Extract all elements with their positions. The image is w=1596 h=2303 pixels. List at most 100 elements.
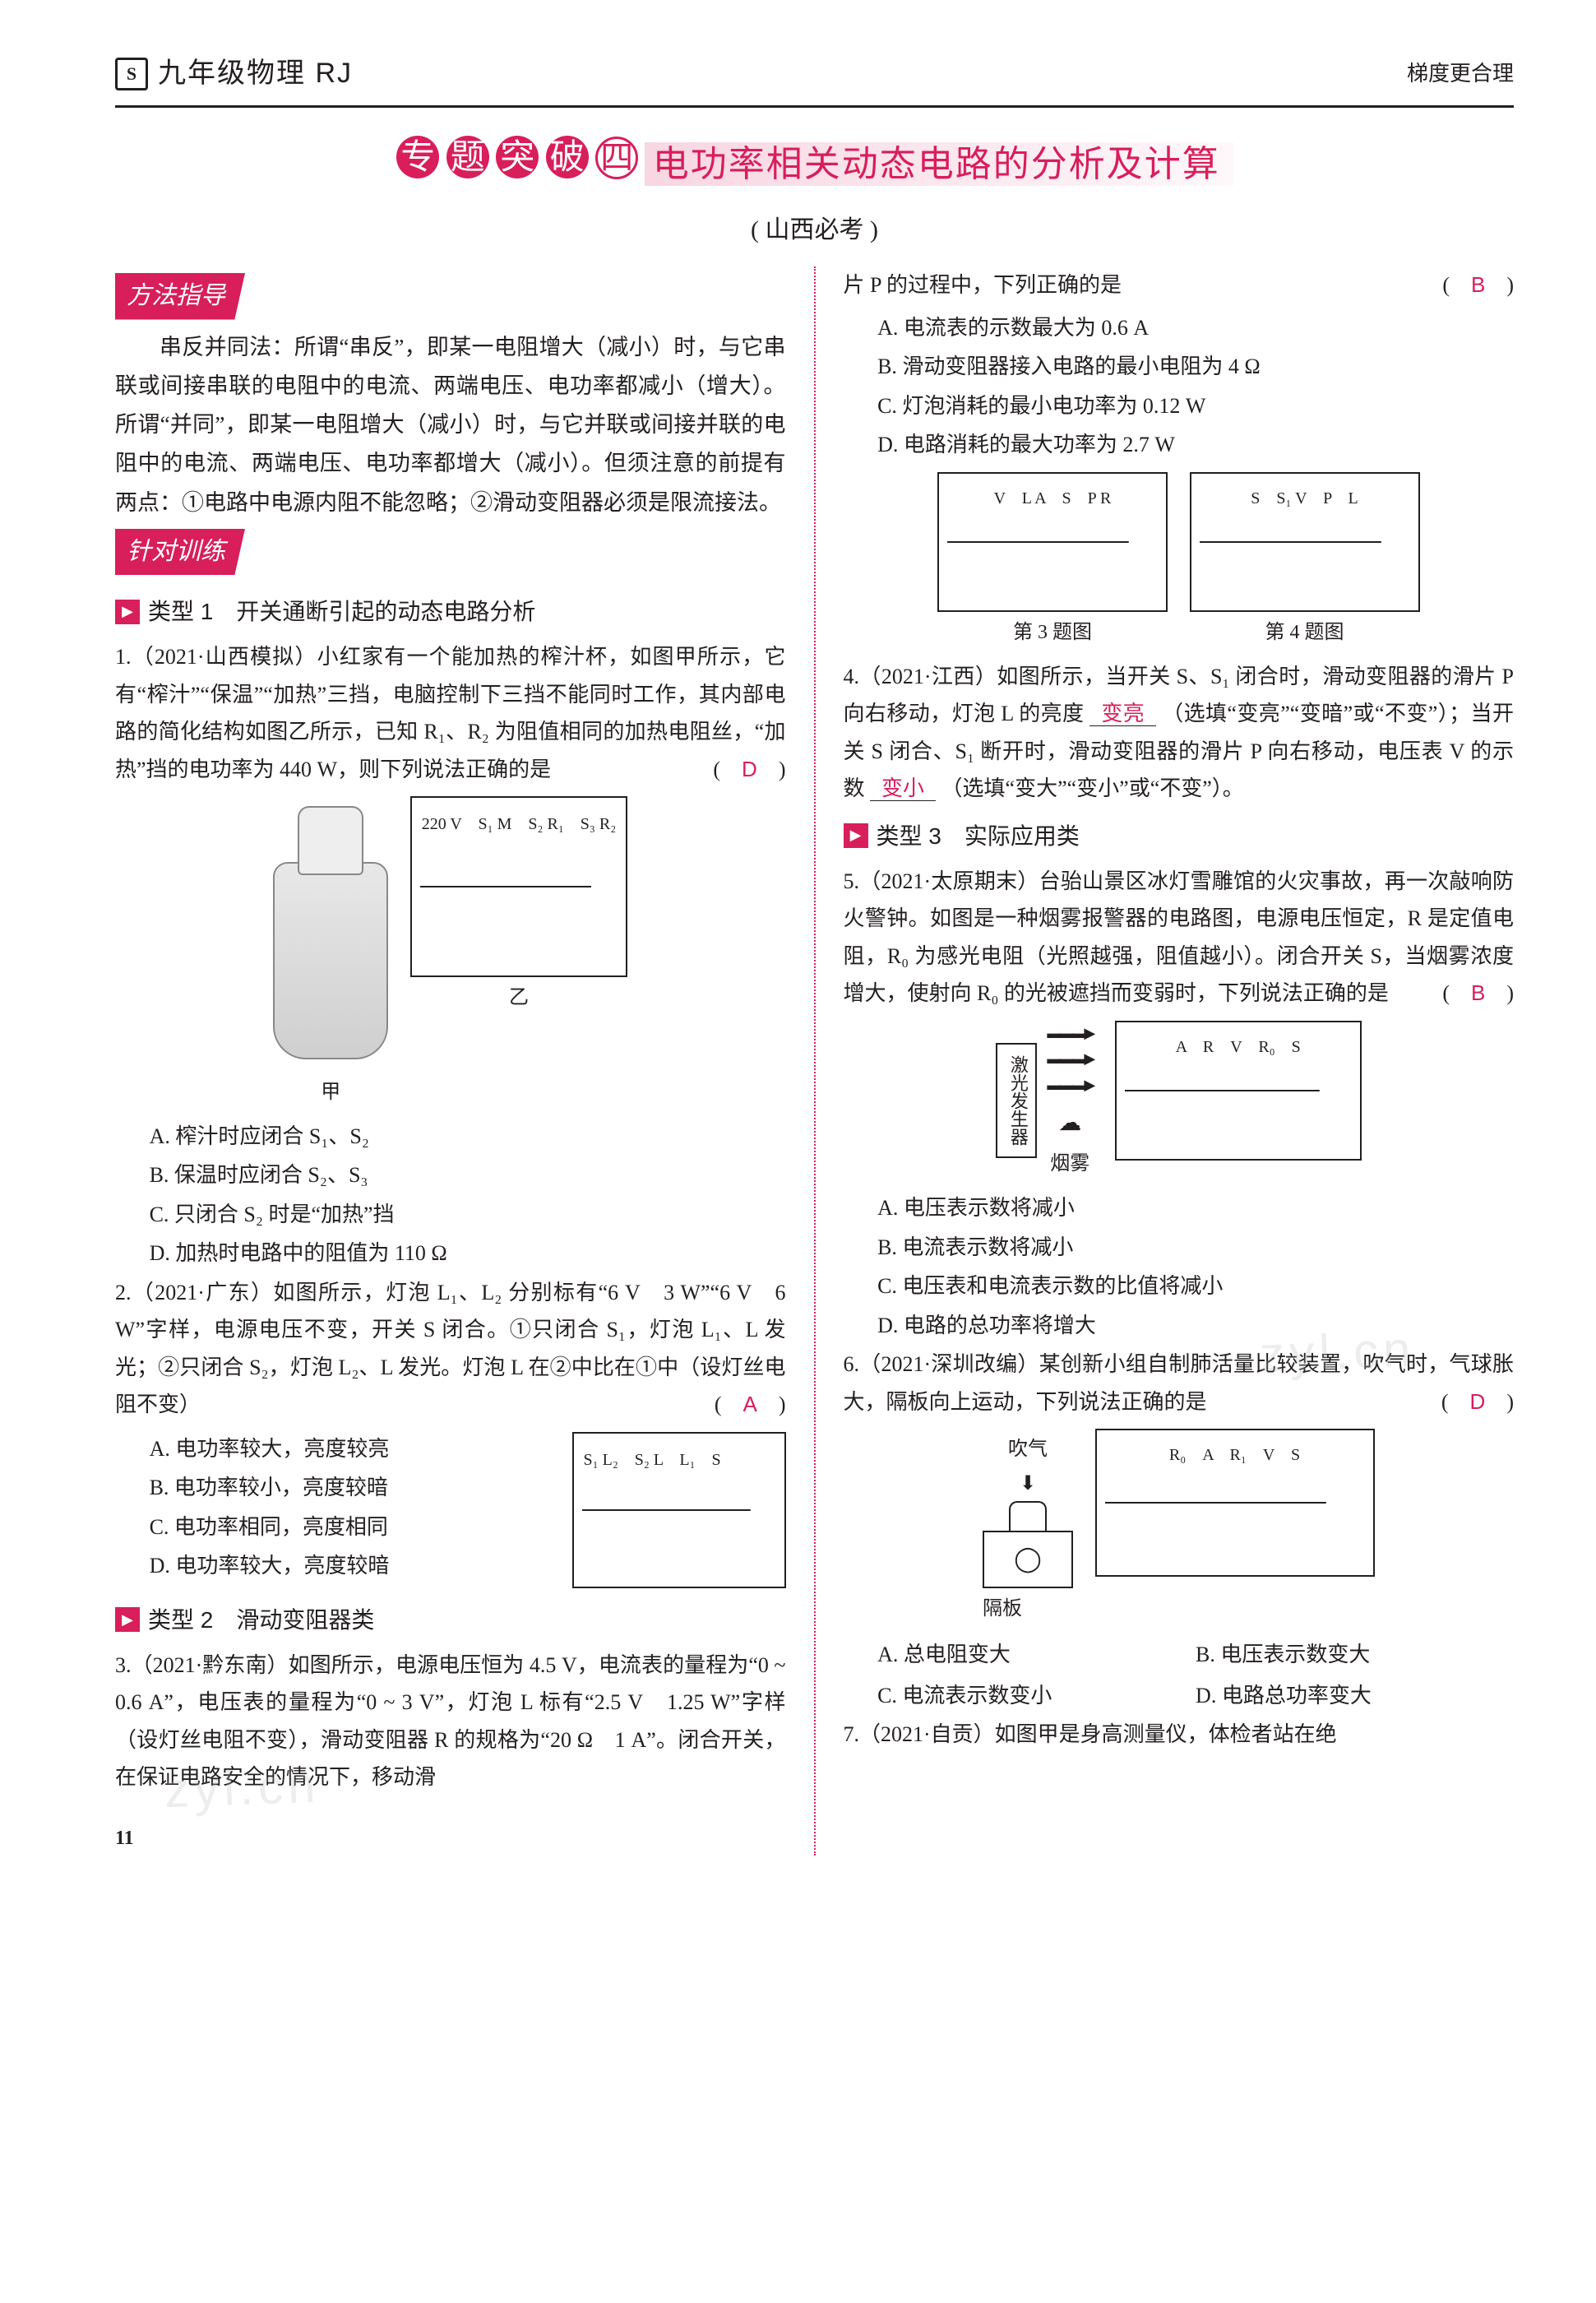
q5-laser-label: 激光发生器 bbox=[996, 1043, 1037, 1158]
q3-answer-slot: ( B ) bbox=[1442, 266, 1514, 304]
q2-figure: S₁ L₂ S₂ L L₁ S bbox=[572, 1432, 786, 1588]
q1-figure: 甲 220 V S₁ M S₂ R₁ S₃ R₂ 乙 bbox=[115, 796, 786, 1110]
play-icon: ▶ bbox=[844, 823, 868, 848]
type-3-row: ▶ 类型 3 实际应用类 bbox=[844, 816, 1515, 856]
q3-opt-b: B. 滑动变阻器接入电路的最小电阻为 4 Ω bbox=[877, 348, 1514, 386]
q3-options: A. 电流表的示数最大为 0.6 A B. 滑动变阻器接入电路的最小电阻为 4 … bbox=[844, 309, 1515, 464]
q1-options: A. 榨汁时应闭合 S₁、S₂ B. 保温时应闭合 S₂、S₃ C. 只闭合 S… bbox=[115, 1118, 786, 1272]
q2-answer-slot: ( A ) bbox=[715, 1386, 786, 1424]
left-column: 方法指导 串反并同法：所谓“串反”，即某一电阻增大（减小）时，与它串联或间接串联… bbox=[115, 266, 786, 1856]
q4-circuit-diagram: S S₁ V P L bbox=[1190, 472, 1420, 612]
title-pill-2: 题 bbox=[446, 136, 489, 178]
q3-opt-c: C. 灯泡消耗的最小电功率为 0.12 W bbox=[877, 387, 1514, 425]
play-icon: ▶ bbox=[115, 600, 140, 624]
q6-opt-b: B. 电压表示数变大 bbox=[1196, 1636, 1514, 1674]
q1-opt-c: C. 只闭合 S₂ 时是“加热”挡 bbox=[150, 1196, 786, 1234]
q2-stem: 2.（2021·广东）如图所示，灯泡 L₁、L₂ 分别标有“6 V 3 W”“6… bbox=[115, 1274, 786, 1424]
type-2-label: 类型 2 滑动变阻器类 bbox=[148, 1600, 374, 1640]
header-title: 九年级物理 RJ bbox=[158, 49, 353, 99]
q2-answer: A bbox=[742, 1392, 756, 1416]
section-train-label: 针对训练 bbox=[115, 529, 245, 576]
header-right: 梯度更合理 bbox=[1407, 55, 1514, 93]
q1-fig-device: 甲 bbox=[273, 796, 388, 1110]
q3-stem-left: 3.（2021·黔东南）如图所示，电源电压恒为 4.5 V，电流表的量程为“0 … bbox=[115, 1647, 786, 1796]
q3-cont-text: 片 P 的过程中，下列正确的是 bbox=[844, 273, 1122, 297]
q5-text: 5.（2021·太原期末）台骀山景区冰灯雪雕馆的火灾事故，再一次敲响防火警钟。如… bbox=[844, 869, 1515, 1006]
q5-figure: 激光发生器 ▬▬▬▶ ▬▬▬▶ ▬▬▬▶ ☁ 烟雾 A R V R₀ S bbox=[844, 1021, 1515, 1182]
q6-answer-slot: ( D ) bbox=[1441, 1383, 1514, 1421]
q6-answer: D bbox=[1470, 1389, 1486, 1414]
q5-options: A. 电压表示数将减小 B. 电流表示数将减小 C. 电压表和电流表示数的比值将… bbox=[844, 1189, 1515, 1344]
q2-circuit-diagram: S₁ L₂ S₂ L L₁ S bbox=[572, 1432, 786, 1588]
q5-opt-a: A. 电压表示数将减小 bbox=[877, 1189, 1514, 1227]
q5-circuit-labels: A R V R₀ S bbox=[1126, 1031, 1350, 1063]
q4-blank-1: 变亮 bbox=[1089, 702, 1156, 726]
q6-opt-d: D. 电路总功率变大 bbox=[1196, 1677, 1514, 1715]
q4-blank-2: 变小 bbox=[870, 776, 936, 801]
q5-circuit: A R V R₀ S bbox=[1115, 1021, 1362, 1161]
blender-icon bbox=[273, 862, 388, 1059]
q6-options: A. 总电阻变大 B. 电压表示数变大 C. 电流表示数变小 D. 电路总功率变… bbox=[844, 1634, 1515, 1716]
q3-opt-d: D. 电路消耗的最大功率为 2.7 W bbox=[877, 426, 1514, 464]
right-column: 片 P 的过程中，下列正确的是 ( B ) A. 电流表的示数最大为 0.6 A… bbox=[844, 266, 1515, 1856]
q1-answer: D bbox=[742, 757, 757, 781]
q4-figure: S S₁ V P L 第 4 题图 bbox=[1190, 472, 1420, 650]
q1-circuit-labels: 220 V S₁ M S₂ R₁ S₃ R₂ bbox=[422, 806, 616, 842]
q1-cap-b: 乙 bbox=[410, 980, 627, 1015]
q2-circuit-labels: S₁ L₂ S₂ L L₁ S bbox=[584, 1442, 775, 1478]
q5-smoke-label: 烟雾 bbox=[1047, 1147, 1093, 1181]
q3-caption: 第 3 题图 bbox=[937, 615, 1168, 650]
title-pill-3: 突 bbox=[496, 136, 539, 178]
q5-device: 激光发生器 ▬▬▬▶ ▬▬▬▶ ▬▬▬▶ ☁ 烟雾 bbox=[996, 1021, 1093, 1182]
q6-stem: 6.（2021·深圳改编）某创新小组自制肺活量比较装置，吹气时，气球胀大，隔板向… bbox=[844, 1346, 1515, 1420]
q2-body: S₁ L₂ S₂ L L₁ S A. 电功率较大，亮度较亮 B. 电功率较小，亮… bbox=[115, 1429, 786, 1592]
title-pill-4: 破 bbox=[546, 136, 589, 178]
q3-figure: V L A S P R 第 3 题图 bbox=[937, 472, 1168, 650]
section-method-label: 方法指导 bbox=[115, 273, 245, 320]
q4-text-c: （选填“变大”“变小”或“不变”）。 bbox=[941, 776, 1244, 800]
q1-circuit-diagram: 220 V S₁ M S₂ R₁ S₃ R₂ bbox=[410, 796, 627, 977]
q4-caption: 第 4 题图 bbox=[1190, 615, 1420, 650]
q5-circuit-diagram: A R V R₀ S bbox=[1115, 1021, 1362, 1161]
q4-circuit-labels: S S₁ V P L bbox=[1201, 482, 1409, 515]
q6-figure: 吹气 ⬇ ◯ 隔板 R₀ A R₁ V S bbox=[844, 1429, 1515, 1626]
type-2-row: ▶ 类型 2 滑动变阻器类 bbox=[115, 1600, 786, 1640]
q3-circuit-diagram: V L A S P R bbox=[937, 472, 1168, 612]
header-left: S 九年级物理 RJ bbox=[115, 49, 353, 99]
q1-text: 1.（2021·山西模拟）小红家有一个能加热的榨汁杯，如图甲所示，它有“榨汁”“… bbox=[115, 645, 786, 781]
type-1-row: ▶ 类型 1 开关通断引起的动态电路分析 bbox=[115, 591, 786, 632]
type-3-label: 类型 3 实际应用类 bbox=[877, 816, 1080, 856]
content-columns: 方法指导 串反并同法：所谓“串反”，即某一电阻增大（减小）时，与它串联或间接串联… bbox=[115, 266, 1514, 1856]
q1-fig-circuit: 220 V S₁ M S₂ R₁ S₃ R₂ 乙 bbox=[410, 796, 627, 1015]
q3-stem-cont: 片 P 的过程中，下列正确的是 ( B ) bbox=[844, 266, 1515, 304]
column-divider bbox=[814, 266, 816, 1856]
q6-plate-label: 隔板 bbox=[983, 1592, 1073, 1626]
method-body: 串反并同法：所谓“串反”，即某一电阻增大（减小）时，与它串联或间接串联的电阻中的… bbox=[115, 328, 786, 522]
q5-answer: B bbox=[1471, 980, 1485, 1005]
q3-q4-figure-row: V L A S P R 第 3 题图 S S₁ V P L 第 4 题图 bbox=[844, 472, 1515, 650]
q5-stem: 5.（2021·太原期末）台骀山景区冰灯雪雕馆的火灾事故，再一次敲响防火警钟。如… bbox=[844, 863, 1515, 1012]
brand-logo-icon: S bbox=[115, 58, 148, 90]
q4-stem: 4.（2021·江西）如图所示，当开关 S、S₁ 闭合时，滑动变阻器的滑片 P … bbox=[844, 658, 1515, 808]
q1-opt-a: A. 榨汁时应闭合 S₁、S₂ bbox=[150, 1118, 786, 1156]
title-text: 电功率相关动态电路的分析及计算 bbox=[645, 142, 1233, 186]
title-pill-num: 四 bbox=[595, 137, 638, 179]
page-header: S 九年级物理 RJ 梯度更合理 bbox=[115, 49, 1514, 108]
main-title: 专 题 突 破 四 电功率相关动态电路的分析及计算 bbox=[115, 132, 1514, 196]
q1-opt-d: D. 加热时电路中的阻值为 110 Ω bbox=[150, 1235, 786, 1272]
q6-opt-a: A. 总电阻变大 bbox=[877, 1636, 1196, 1674]
play-icon: ▶ bbox=[115, 1607, 140, 1632]
q2-text: 2.（2021·广东）如图所示，灯泡 L₁、L₂ 分别标有“6 V 3 W”“6… bbox=[115, 1281, 786, 1417]
type-1-label: 类型 1 开关通断引起的动态电路分析 bbox=[148, 591, 535, 632]
q1-cap-a: 甲 bbox=[273, 1075, 388, 1110]
q1-answer-slot: ( D ) bbox=[713, 751, 785, 789]
q6-text: 6.（2021·深圳改编）某创新小组自制肺活量比较装置，吹气时，气球胀大，隔板向… bbox=[844, 1352, 1515, 1414]
q1-stem: 1.（2021·山西模拟）小红家有一个能加热的榨汁杯，如图甲所示，它有“榨汁”“… bbox=[115, 638, 786, 788]
q1-opt-b: B. 保温时应闭合 S₂、S₃ bbox=[150, 1156, 786, 1194]
q5-opt-d: D. 电路的总功率将增大 bbox=[877, 1307, 1514, 1345]
q5-opt-b: B. 电流表示数将减小 bbox=[877, 1229, 1514, 1267]
q3-answer: B bbox=[1471, 272, 1485, 297]
q6-circuit-diagram: R₀ A R₁ V S bbox=[1095, 1429, 1375, 1577]
q6-opt-c: C. 电流表示数变小 bbox=[877, 1677, 1196, 1715]
q3-opt-a: A. 电流表的示数最大为 0.6 A bbox=[877, 309, 1514, 347]
